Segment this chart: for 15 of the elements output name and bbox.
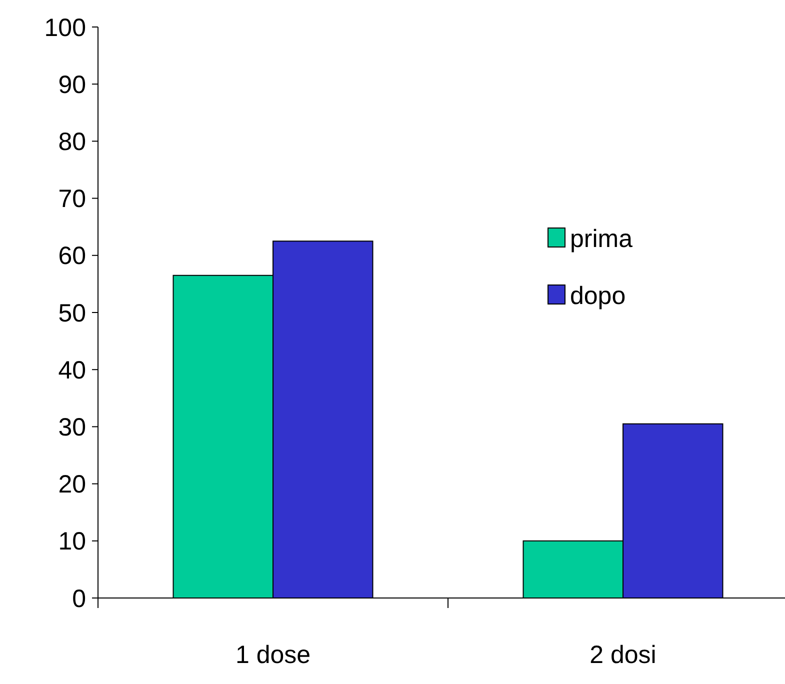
legend-label: dopo bbox=[570, 282, 626, 310]
y-tick-label: 50 bbox=[58, 299, 86, 328]
y-tick-label: 30 bbox=[58, 413, 86, 442]
y-tick-label: 20 bbox=[58, 470, 86, 499]
y-tick-label: 70 bbox=[58, 185, 86, 214]
y-tick-label: 40 bbox=[58, 356, 86, 384]
y-tick-label: 0 bbox=[72, 584, 86, 613]
y-tick-label: 100 bbox=[44, 14, 86, 42]
y-tick-label: 80 bbox=[58, 128, 86, 156]
y-tick-label: 60 bbox=[58, 242, 86, 270]
x-tick-label: 2 dosi bbox=[590, 641, 656, 669]
y-tick-label: 90 bbox=[58, 70, 86, 99]
legend-label: prima bbox=[570, 224, 633, 253]
x-tick-label: 1 dose bbox=[235, 641, 311, 669]
y-tick-label: 10 bbox=[58, 528, 86, 556]
